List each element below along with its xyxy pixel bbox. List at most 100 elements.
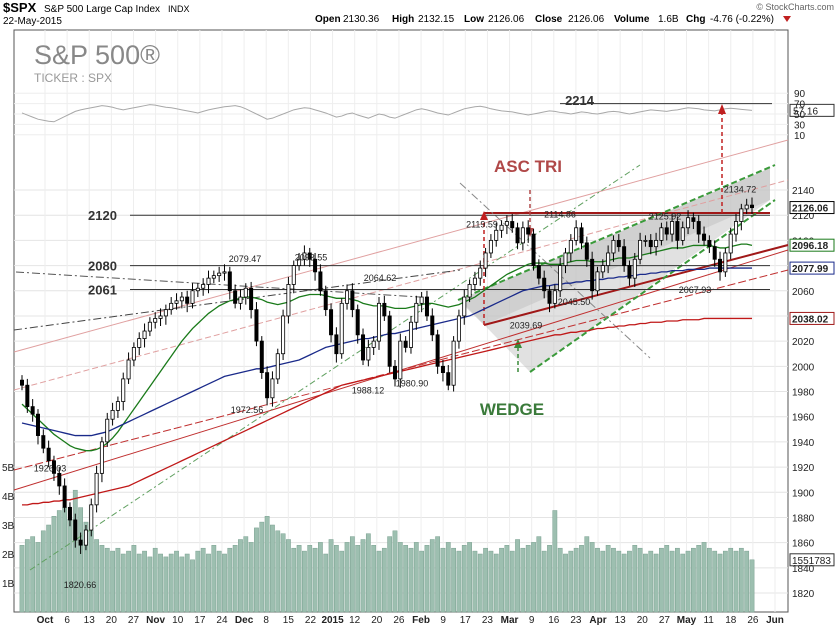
candle	[627, 260, 632, 286]
volume-bar	[216, 550, 222, 613]
y-tick-label: 2140	[792, 186, 815, 197]
candle	[51, 455, 56, 481]
volume-bar	[579, 545, 584, 613]
candle-body	[456, 315, 461, 342]
candle	[654, 232, 659, 256]
volume-bar	[680, 553, 686, 613]
x-tick-label: 20	[637, 615, 649, 626]
candle-body	[440, 365, 445, 374]
candle	[419, 292, 424, 313]
point-label: 2067.93	[679, 285, 712, 295]
volume-bar	[472, 550, 478, 613]
trendline	[13, 139, 789, 353]
candle	[718, 251, 723, 281]
candle	[563, 247, 568, 274]
candle-body	[600, 265, 605, 273]
y-tick-label: 1960	[792, 413, 815, 424]
candle	[520, 221, 525, 251]
candle-body	[387, 315, 392, 367]
candle-body	[30, 406, 35, 415]
candle	[584, 236, 589, 267]
volume-bar	[232, 545, 238, 613]
point-label: 1820.66	[64, 580, 97, 590]
volume-bar	[19, 545, 25, 613]
volume-bar	[749, 559, 755, 613]
candle-body	[259, 340, 264, 374]
point-label: 1972.56	[231, 405, 264, 415]
candle	[238, 289, 243, 310]
x-tick-label: 11	[703, 615, 714, 626]
candle-body	[275, 353, 280, 380]
candle	[361, 328, 366, 366]
candle-body	[643, 239, 648, 242]
volume-bar	[717, 553, 723, 613]
ticker-symbol: $SPX	[3, 0, 37, 15]
ohlc-readout: Open 2130.36 High 2132.15 Low 2126.06 Cl…	[315, 14, 774, 25]
volume-bar	[200, 547, 206, 613]
candle	[297, 252, 302, 271]
candle-body	[451, 340, 456, 386]
candle	[339, 298, 344, 359]
volume-bar	[264, 516, 270, 613]
x-tick-label: 23	[482, 615, 494, 626]
candle-body	[249, 287, 254, 311]
candle	[664, 221, 669, 241]
candle-body	[350, 290, 355, 311]
candle-body	[542, 277, 547, 292]
candle	[67, 502, 72, 527]
candle	[174, 293, 179, 310]
candle	[265, 366, 270, 406]
candle-body	[659, 227, 664, 241]
y-tick-label: 1920	[792, 463, 815, 474]
x-tick-label: 27	[128, 615, 140, 626]
candle-body	[483, 252, 488, 269]
x-tick-label: 13	[84, 615, 96, 626]
candle	[217, 266, 222, 282]
candle	[488, 234, 493, 259]
volume-bar	[280, 533, 286, 613]
x-tick-label: 17	[460, 615, 472, 626]
y-tick-label: 1900	[792, 488, 815, 499]
chg-value: -4.76 (-0.22%)	[710, 14, 774, 25]
candle	[169, 297, 174, 315]
x-tick-label: 9	[529, 615, 535, 626]
candle	[499, 220, 504, 238]
volume-bar	[296, 545, 302, 613]
axes: 1820184018601880190019201940196019802000…	[2, 89, 835, 626]
candle	[510, 213, 515, 233]
candle-body	[531, 233, 536, 266]
candle-body	[462, 296, 467, 317]
candle-body	[233, 290, 238, 304]
volume-bar	[600, 550, 606, 613]
volume-bar	[712, 550, 718, 613]
down-arrow-icon	[783, 16, 791, 22]
candle	[201, 278, 206, 296]
candle-body	[392, 365, 397, 380]
volume-bar	[126, 550, 131, 613]
volume-bar	[174, 550, 179, 613]
close-value: 2126.06	[568, 14, 605, 25]
candle-body	[67, 506, 72, 521]
volume-bar	[536, 536, 542, 613]
candle	[254, 302, 259, 347]
x-tick-label: 26	[393, 615, 405, 626]
candle-body	[174, 300, 179, 304]
candle	[270, 371, 275, 407]
volume-bar	[333, 545, 339, 613]
candle-body	[105, 418, 110, 443]
volume-bar	[696, 545, 702, 613]
candle-body	[520, 227, 525, 244]
x-tick-label: 22	[305, 615, 317, 626]
volume-value: 1.6B	[658, 14, 679, 25]
candle	[62, 478, 67, 513]
volume-bar	[104, 547, 110, 613]
volume-bar	[408, 547, 414, 613]
x-tick-label: May	[677, 615, 697, 626]
volume-bar	[35, 542, 41, 613]
trendline	[29, 164, 641, 571]
volume-bar	[477, 553, 483, 613]
candle	[408, 315, 413, 354]
candle-body	[243, 287, 248, 298]
candle-body	[734, 221, 739, 235]
